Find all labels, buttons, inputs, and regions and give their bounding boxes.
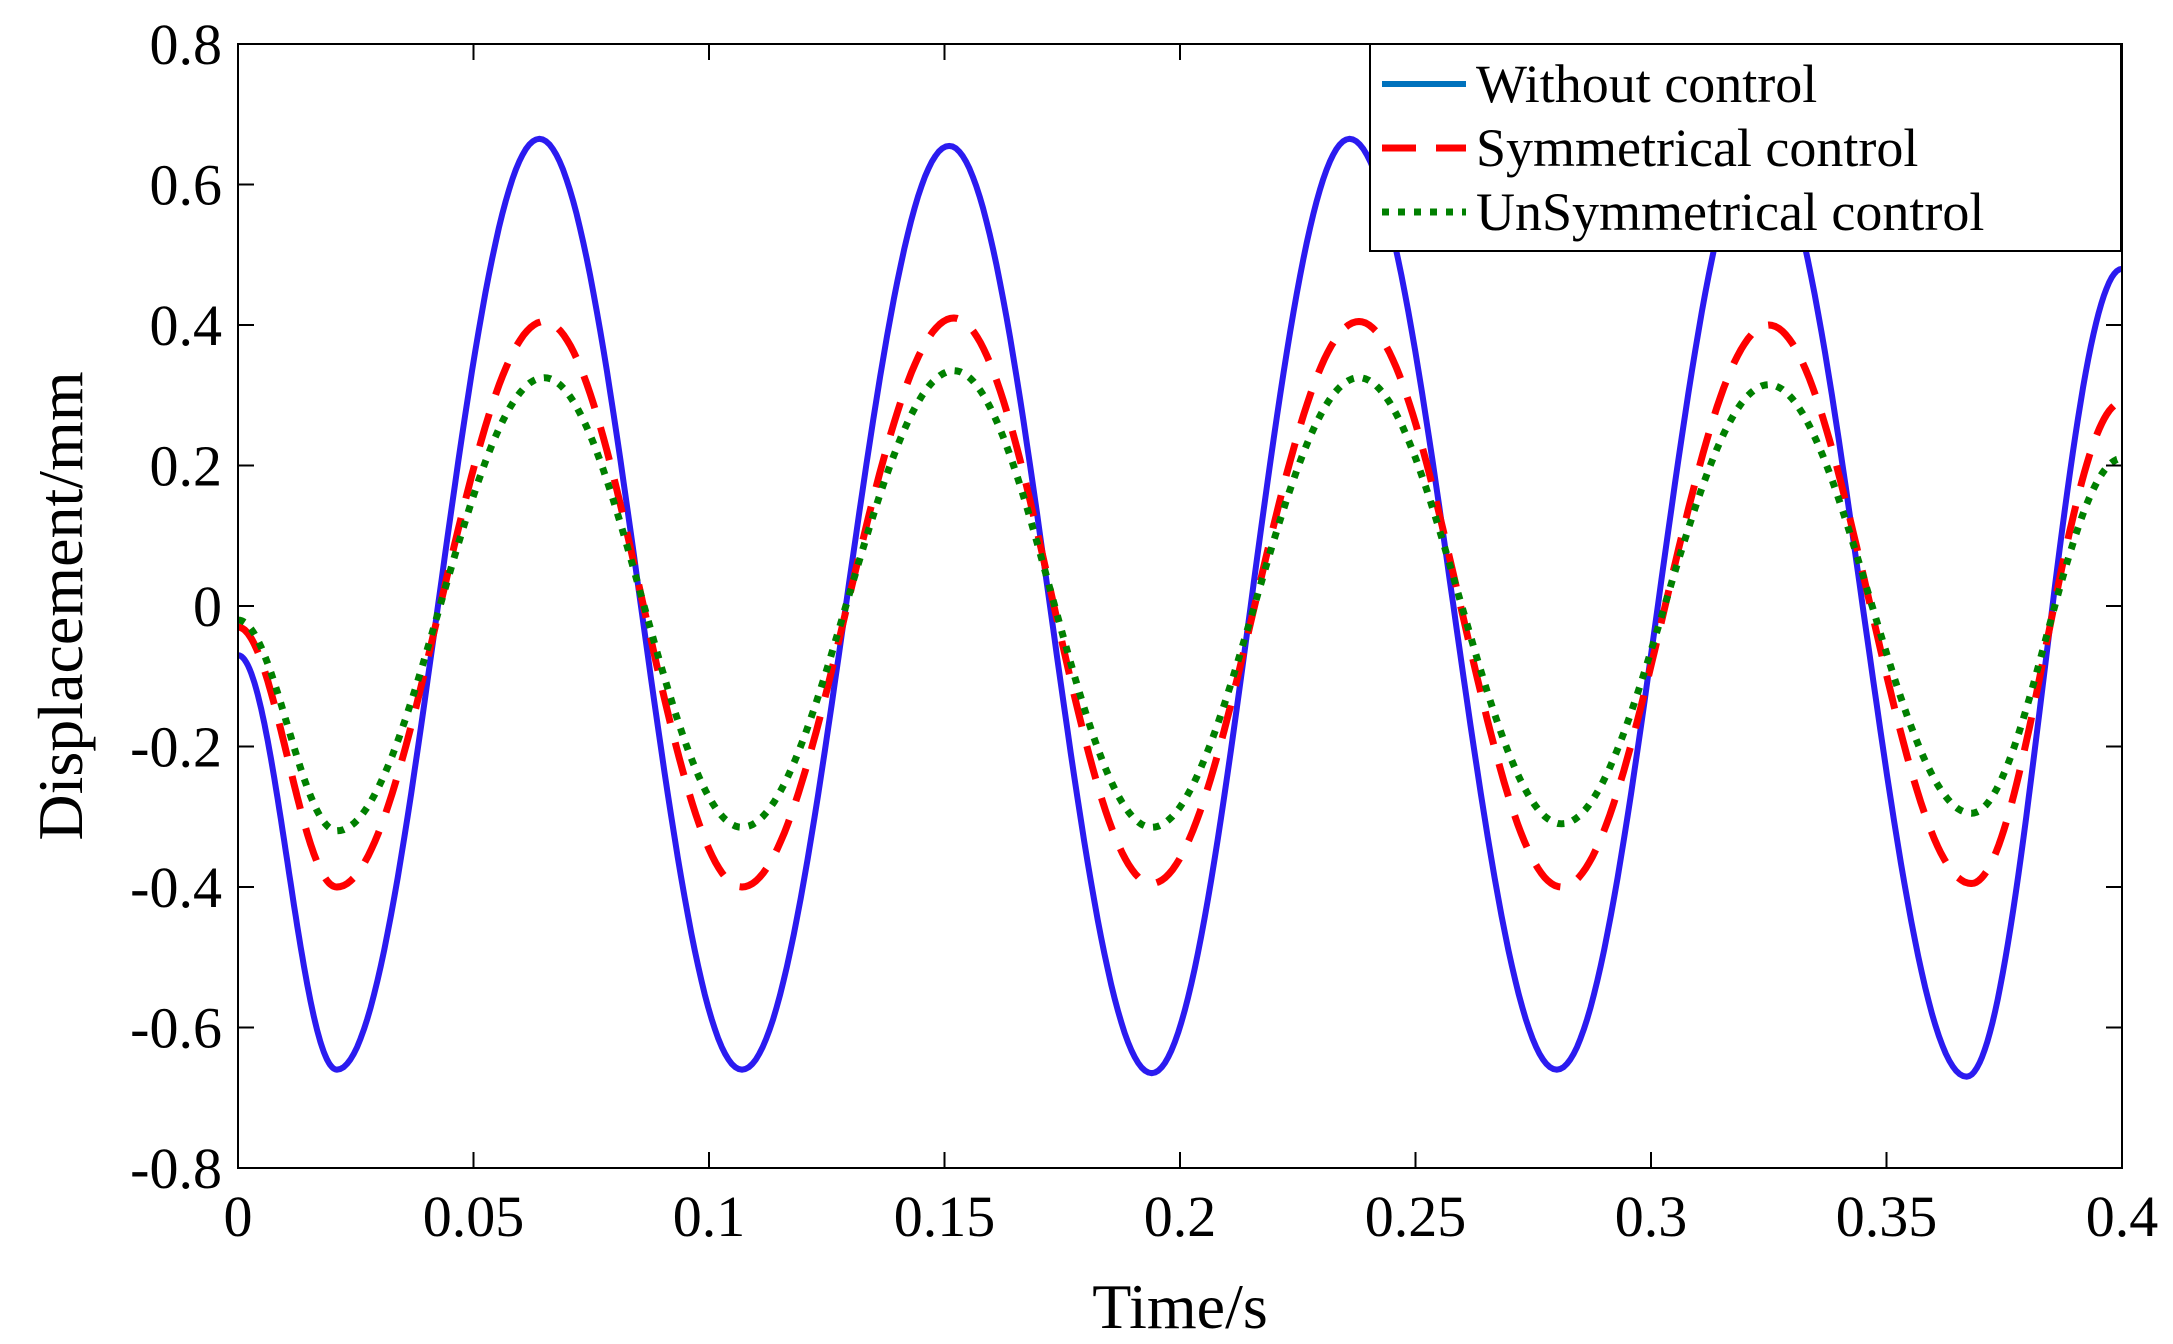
- y-tick-label: 0.2: [150, 434, 223, 499]
- x-tick-label: 0.3: [1615, 1184, 1688, 1249]
- y-tick-label: 0.6: [150, 153, 223, 218]
- y-tick-label: -0.8: [130, 1136, 222, 1201]
- x-tick-label: 0.25: [1365, 1184, 1467, 1249]
- x-axis-title: Time/s: [1092, 1271, 1268, 1342]
- y-tick-label: -0.4: [130, 855, 222, 920]
- legend-label: Without control: [1476, 54, 1817, 114]
- x-tick-label: 0.2: [1144, 1184, 1217, 1249]
- y-tick-label: -0.6: [130, 996, 222, 1061]
- x-tick-label: 0.35: [1836, 1184, 1938, 1249]
- series-layer: [238, 135, 2122, 1080]
- series-line-symmetrical-control: [238, 314, 2122, 891]
- legend-box: [1369, 43, 2122, 252]
- legend-label: UnSymmetrical control: [1476, 182, 1984, 242]
- x-tick-label: 0.1: [673, 1184, 746, 1249]
- y-tick-label: 0.8: [150, 12, 223, 77]
- legend-label: Symmetrical control: [1476, 118, 1918, 178]
- series-line-without-control: [238, 135, 2122, 1080]
- x-tick-label: 0.05: [423, 1184, 525, 1249]
- y-tick-label: -0.2: [130, 715, 222, 780]
- x-tick-label: 0.4: [2086, 1184, 2159, 1249]
- x-tick-label: 0.15: [894, 1184, 996, 1249]
- series-line-unsymmetrical-control: [238, 367, 2122, 835]
- ticks-layer: 0 0.05 0.1 0.15 0.2 0.25 0.3 0.35 0.4 -0.8 -0.6 -0.…: [130, 12, 2158, 1249]
- x-tick-label: 0: [224, 1184, 253, 1249]
- y-tick-label: 0.4: [150, 293, 223, 358]
- y-axis-title: Displacement/mm: [25, 371, 96, 840]
- y-tick-label: 0: [193, 574, 222, 639]
